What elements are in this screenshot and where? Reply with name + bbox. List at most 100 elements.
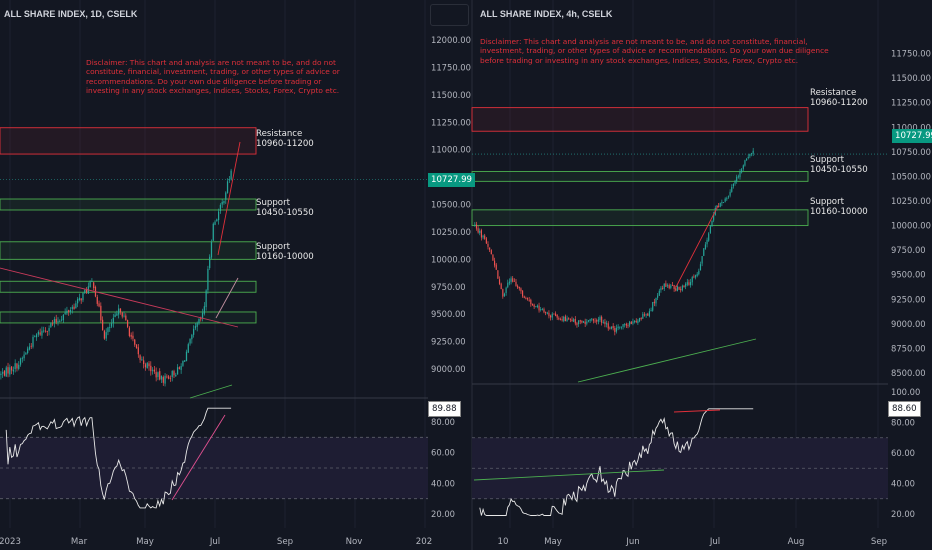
- candle-body: [144, 364, 147, 368]
- candle-body: [23, 354, 25, 359]
- x-tick-label: 202: [416, 537, 432, 547]
- candle-body: [569, 318, 571, 320]
- y-tick-label: 11000.00: [431, 145, 471, 155]
- candle-body: [676, 286, 678, 292]
- candle-body: [85, 289, 88, 293]
- candle-body: [749, 153, 751, 157]
- candle-body: [591, 318, 593, 320]
- candle-body: [574, 319, 576, 324]
- candle-body: [589, 319, 591, 321]
- candle-body: [752, 150, 754, 154]
- y-tick-label: 9750.00: [891, 245, 926, 255]
- candle-body: [495, 264, 497, 270]
- candle-body: [655, 297, 657, 304]
- candle-body: [16, 363, 18, 369]
- candle-body: [114, 314, 116, 318]
- resistance-zone: [0, 127, 257, 155]
- candle-body: [101, 319, 104, 331]
- candle-body: [614, 328, 616, 333]
- right-support-label-2: Support 10160-10000: [810, 197, 868, 217]
- candle-body: [112, 317, 114, 324]
- candle-body: [607, 323, 609, 329]
- candle-body: [683, 285, 685, 288]
- trendline: [171, 414, 226, 501]
- candle-body: [71, 306, 73, 310]
- left-support-label-2: Support 10160-10000: [256, 242, 314, 262]
- candle-body: [128, 327, 131, 336]
- candle-body: [505, 287, 507, 293]
- candle-body: [66, 310, 68, 314]
- candle-body: [571, 319, 573, 322]
- right-rsi-badge: 88.60: [888, 401, 921, 417]
- candle-body: [722, 202, 725, 204]
- candle-body: [530, 299, 532, 305]
- left-settings-button[interactable]: [430, 4, 469, 26]
- trendline: [675, 205, 719, 288]
- candle-body: [10, 366, 13, 371]
- candle-body: [160, 376, 163, 380]
- candle-body: [615, 327, 618, 332]
- candle-body: [711, 220, 713, 227]
- candle-body: [564, 316, 566, 322]
- candle-body: [12, 369, 15, 372]
- left-chart-title: ALL SHARE INDEX, 1D, CSELK: [4, 9, 138, 19]
- left-support-label-1: Support 10450-10550: [256, 198, 314, 218]
- candle-body: [37, 331, 39, 335]
- candle-body: [586, 321, 588, 324]
- candle-body: [610, 326, 613, 329]
- rsi-tick-label: 40.00: [891, 479, 915, 489]
- y-tick-label: 11500.00: [891, 73, 931, 83]
- candle-body: [622, 324, 624, 327]
- candle-body: [175, 374, 177, 377]
- candle-body: [680, 289, 682, 291]
- candle-body: [48, 328, 50, 332]
- candle-body: [162, 377, 164, 383]
- candle-body: [558, 318, 560, 320]
- candle-body: [526, 298, 529, 300]
- candle-body: [171, 371, 173, 377]
- candle-body: [624, 324, 626, 326]
- candle-body: [691, 277, 693, 283]
- candle-body: [5, 367, 7, 377]
- candle-body: [554, 313, 557, 316]
- candle-body: [525, 297, 527, 299]
- candle-body: [581, 320, 583, 323]
- candle-body: [69, 310, 72, 313]
- candle-body: [27, 348, 29, 354]
- candle-body: [28, 346, 31, 350]
- candle-body: [119, 308, 122, 313]
- y-tick-label: 9500.00: [431, 309, 466, 319]
- candle-body: [602, 321, 604, 323]
- candle-body: [594, 320, 596, 322]
- candle-body: [35, 334, 38, 338]
- candle-body: [216, 219, 218, 222]
- candle-body: [41, 330, 43, 336]
- y-tick-label: 11250.00: [431, 117, 471, 127]
- candle-body: [685, 283, 687, 287]
- candle-body: [219, 204, 222, 212]
- candle-body: [660, 287, 662, 291]
- x-tick-label: Jul: [709, 537, 720, 547]
- x-tick-label: May: [136, 537, 154, 547]
- candle-body: [625, 323, 627, 326]
- candle-body: [159, 371, 161, 380]
- candle-body: [666, 285, 669, 287]
- candle-body: [132, 335, 134, 339]
- candle-body: [230, 170, 232, 180]
- trendline: [673, 409, 721, 413]
- candle-body: [191, 334, 193, 340]
- y-tick-label: 10750.00: [891, 147, 931, 157]
- candle-body: [535, 306, 537, 308]
- candle-body: [91, 281, 93, 283]
- candle-body: [59, 320, 61, 322]
- rsi-band: [472, 437, 888, 499]
- candle-body: [706, 239, 708, 245]
- candle-body: [694, 275, 697, 278]
- candle-body: [737, 176, 739, 178]
- candle-body: [62, 314, 64, 321]
- y-tick-label: 9750.00: [431, 282, 466, 292]
- right-price-badge: 10727.99: [892, 129, 932, 143]
- candle-body: [629, 321, 631, 326]
- candle-body: [708, 233, 710, 241]
